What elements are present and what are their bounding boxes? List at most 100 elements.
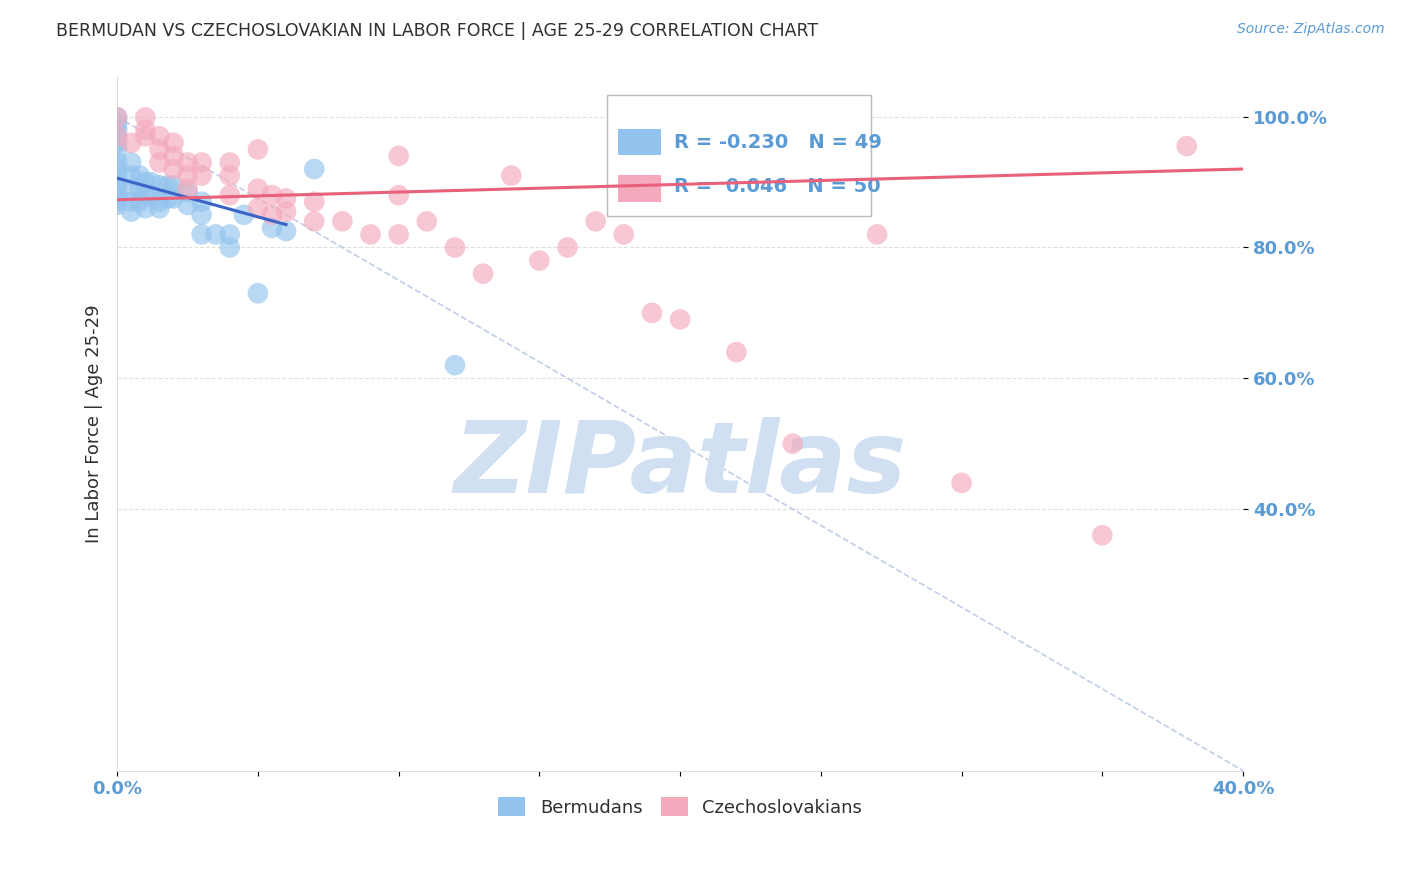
Point (148, 142, 170, 156)
Point (176, 185, 198, 199)
Point (120, 136, 142, 150)
Point (162, 161, 184, 176)
Point (148, 129, 170, 144)
Point (162, 149, 184, 163)
Point (246, 181, 269, 195)
Point (260, 220, 283, 235)
Point (641, 306, 664, 320)
FancyBboxPatch shape (619, 128, 661, 155)
Point (218, 169, 240, 183)
Point (105, 111, 128, 125)
Text: Source: ZipAtlas.com: Source: ZipAtlas.com (1237, 22, 1385, 37)
FancyBboxPatch shape (607, 95, 872, 216)
Point (105, 194, 128, 209)
Point (218, 155, 240, 169)
Point (105, 116, 128, 130)
Point (302, 214, 325, 228)
Point (134, 201, 156, 215)
Point (105, 136, 128, 150)
Point (274, 191, 297, 205)
Point (176, 169, 198, 183)
Point (162, 136, 184, 150)
Point (218, 188, 240, 202)
Point (105, 129, 128, 144)
Point (156, 178, 179, 193)
Point (416, 214, 439, 228)
Point (302, 161, 325, 176)
Point (120, 204, 142, 219)
Point (1175, 139, 1198, 153)
Point (134, 188, 156, 202)
Point (950, 475, 973, 490)
Point (134, 111, 156, 125)
Point (134, 175, 156, 189)
Point (204, 227, 226, 242)
Point (388, 188, 411, 202)
Point (782, 436, 804, 450)
Point (218, 227, 240, 242)
Point (190, 227, 212, 242)
Point (105, 191, 128, 205)
Point (105, 175, 128, 189)
Point (176, 181, 198, 195)
Point (866, 227, 889, 242)
Point (444, 358, 467, 372)
Point (148, 155, 170, 169)
Point (105, 198, 128, 212)
Point (190, 208, 212, 222)
Point (128, 169, 150, 183)
Point (105, 188, 128, 202)
Text: R =  0.046   N = 50: R = 0.046 N = 50 (675, 177, 882, 195)
Point (176, 198, 198, 212)
Point (105, 169, 128, 183)
Point (134, 122, 156, 136)
Point (260, 188, 283, 202)
Point (105, 142, 128, 156)
Point (246, 142, 269, 156)
Point (162, 178, 184, 193)
Point (725, 345, 748, 359)
Point (162, 191, 184, 205)
Point (529, 253, 551, 268)
Point (388, 149, 411, 163)
Point (148, 194, 170, 209)
Legend: Bermudans, Czechoslovakians: Bermudans, Czechoslovakians (491, 790, 869, 824)
Point (105, 181, 128, 195)
Point (246, 286, 269, 301)
Point (176, 155, 198, 169)
Point (120, 194, 142, 209)
Text: R = -0.230   N = 49: R = -0.230 N = 49 (675, 133, 883, 152)
Point (232, 208, 254, 222)
Point (120, 169, 142, 183)
Text: BERMUDAN VS CZECHOSLOVAKIAN IN LABOR FORCE | AGE 25-29 CORRELATION CHART: BERMUDAN VS CZECHOSLOVAKIAN IN LABOR FOR… (56, 22, 818, 40)
Point (134, 129, 156, 144)
Point (444, 240, 467, 254)
Point (105, 122, 128, 136)
Point (613, 227, 636, 242)
Point (302, 194, 325, 209)
Point (105, 161, 128, 176)
Point (246, 201, 269, 215)
Point (501, 169, 523, 183)
Point (120, 155, 142, 169)
Point (585, 214, 607, 228)
Point (360, 227, 382, 242)
Point (190, 169, 212, 183)
Point (1091, 528, 1114, 542)
FancyBboxPatch shape (619, 175, 661, 202)
Point (105, 129, 128, 144)
Point (139, 175, 162, 189)
Point (156, 191, 179, 205)
Point (120, 181, 142, 195)
Text: ZIPatlas: ZIPatlas (454, 417, 907, 514)
Point (190, 194, 212, 209)
Point (148, 178, 170, 193)
Point (669, 312, 692, 326)
Point (274, 204, 297, 219)
Point (105, 111, 128, 125)
Point (148, 201, 170, 215)
Y-axis label: In Labor Force | Age 25-29: In Labor Force | Age 25-29 (86, 305, 103, 543)
Point (139, 188, 162, 202)
Point (274, 224, 297, 238)
Point (128, 194, 150, 209)
